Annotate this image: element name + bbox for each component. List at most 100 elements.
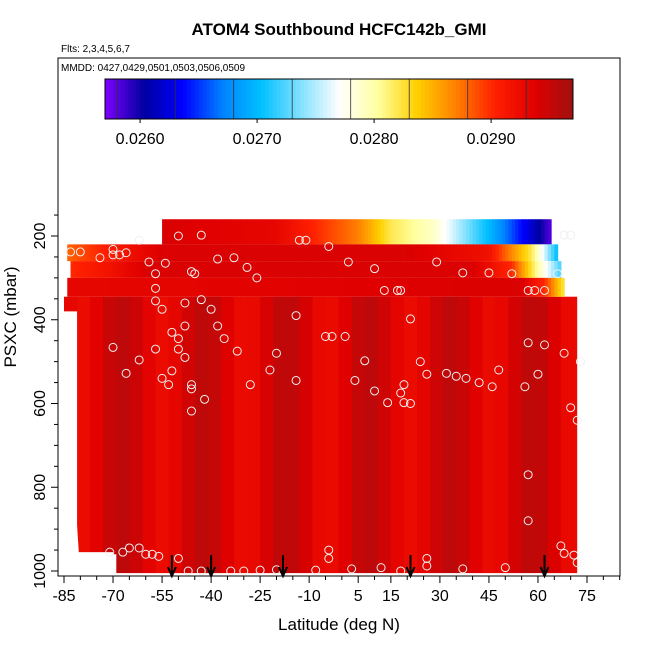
colorbar-segment — [280, 79, 285, 119]
heatmap-cell — [96, 261, 101, 278]
heatmap-cell — [77, 244, 81, 262]
heatmap-cell — [466, 277, 470, 297]
observation-point — [494, 365, 504, 375]
observation-point — [239, 566, 249, 576]
heatmap-cell — [495, 219, 500, 245]
heatmap-cell — [354, 219, 359, 245]
heatmap-cell — [472, 277, 477, 297]
heatmap-cell — [390, 296, 405, 574]
heatmap-cell — [299, 296, 314, 574]
heatmap-cell — [387, 219, 392, 245]
heatmap-cell — [554, 244, 559, 262]
y-tick-label: 1000 — [32, 553, 49, 589]
heatmap-cell — [325, 244, 330, 262]
heatmap-cell — [452, 219, 457, 245]
colorbar-segment — [397, 79, 402, 119]
heatmap-cell — [73, 244, 78, 262]
heatmap-cell — [524, 244, 529, 262]
heatmap-cell — [247, 296, 261, 574]
heatmap-cell — [109, 277, 114, 297]
colorbar-segment — [288, 79, 293, 119]
heatmap-cell — [247, 261, 251, 278]
heatmap-cell — [466, 244, 470, 262]
heatmap-cell — [247, 219, 251, 245]
heatmap-cell — [400, 244, 405, 262]
heatmap-cell — [220, 244, 225, 262]
colorbar: 0.0260 0.0270 0.0280 0.0290 — [104, 78, 574, 148]
heatmap-cell — [292, 261, 297, 278]
heatmap-cell — [266, 219, 271, 245]
heatmap-cell — [230, 277, 235, 297]
colorbar-segment — [339, 79, 344, 119]
heatmap-cell — [126, 244, 130, 262]
heatmap-cell — [394, 219, 399, 245]
heatmap-cell — [201, 244, 206, 262]
heatmap-cell — [403, 219, 408, 245]
heatmap-cell — [322, 277, 327, 297]
heatmap-cell — [348, 244, 353, 262]
heatmap-cell — [505, 219, 510, 245]
heatmap-cell — [64, 296, 78, 312]
heatmap-cell — [371, 244, 376, 262]
heatmap-cell — [469, 277, 474, 297]
heatmap-cell — [351, 219, 356, 245]
heatmap-cell — [83, 277, 88, 297]
heatmap-cell — [430, 219, 434, 245]
heatmap-cell — [332, 244, 336, 262]
heatmap-cell — [502, 261, 506, 278]
heatmap-cell — [524, 277, 529, 297]
heatmap-cell — [338, 277, 343, 297]
x-tick-label: -55 — [151, 588, 174, 605]
observation-point — [167, 327, 177, 337]
heatmap-cell — [247, 277, 251, 297]
colorbar-segment — [459, 79, 465, 119]
heatmap-cell — [338, 261, 343, 278]
colorbar-segment — [366, 79, 371, 119]
heatmap-cell — [358, 277, 363, 297]
heatmap-cell — [318, 277, 323, 297]
heatmap-cell — [256, 219, 261, 245]
heatmap-cell — [534, 244, 539, 262]
x-tick-label: 30 — [431, 588, 449, 605]
heatmap-cell — [544, 219, 549, 245]
heatmap-cell — [273, 296, 287, 574]
heatmap-cell — [217, 244, 222, 262]
heatmap-cell — [335, 219, 340, 245]
heatmap-cell — [116, 277, 121, 297]
heatmap-cell — [518, 261, 523, 278]
observation-point — [190, 269, 200, 279]
colorbar-segment — [370, 79, 375, 119]
heatmap-cell — [508, 219, 513, 245]
observation-point — [405, 314, 415, 324]
missing-data-wedge — [58, 328, 81, 576]
heatmap-cell — [240, 219, 245, 245]
colorbar-segment — [475, 79, 480, 119]
colorbar-segment — [136, 79, 141, 119]
heatmap-cell — [312, 296, 327, 574]
colorbar-segment — [448, 79, 453, 119]
observation-point — [396, 285, 406, 295]
colorbar-segment — [342, 79, 348, 119]
heatmap-cell — [168, 244, 173, 262]
heatmap-cell — [446, 261, 451, 278]
colorbar-segment — [218, 79, 223, 119]
colorbar-segment — [292, 79, 297, 119]
heatmap-cell — [260, 277, 264, 297]
heatmap-cell — [475, 277, 480, 297]
heatmap-cell — [178, 277, 183, 297]
heatmap-cell — [351, 244, 356, 262]
colorbar-segment — [120, 79, 125, 119]
heatmap-cell — [204, 261, 209, 278]
colorbar-segment — [537, 79, 543, 119]
observation-point — [484, 268, 494, 278]
heatmap-cell — [367, 261, 372, 278]
observation-point — [441, 368, 451, 378]
colorbar-segment — [510, 79, 515, 119]
colorbar-segment — [456, 79, 461, 119]
heatmap-cell — [332, 277, 336, 297]
heatmap-cell — [305, 244, 310, 262]
heatmap-cell — [273, 261, 278, 278]
heatmap-cell — [116, 244, 121, 262]
observation-point — [370, 386, 380, 396]
heatmap-cell — [325, 296, 340, 574]
